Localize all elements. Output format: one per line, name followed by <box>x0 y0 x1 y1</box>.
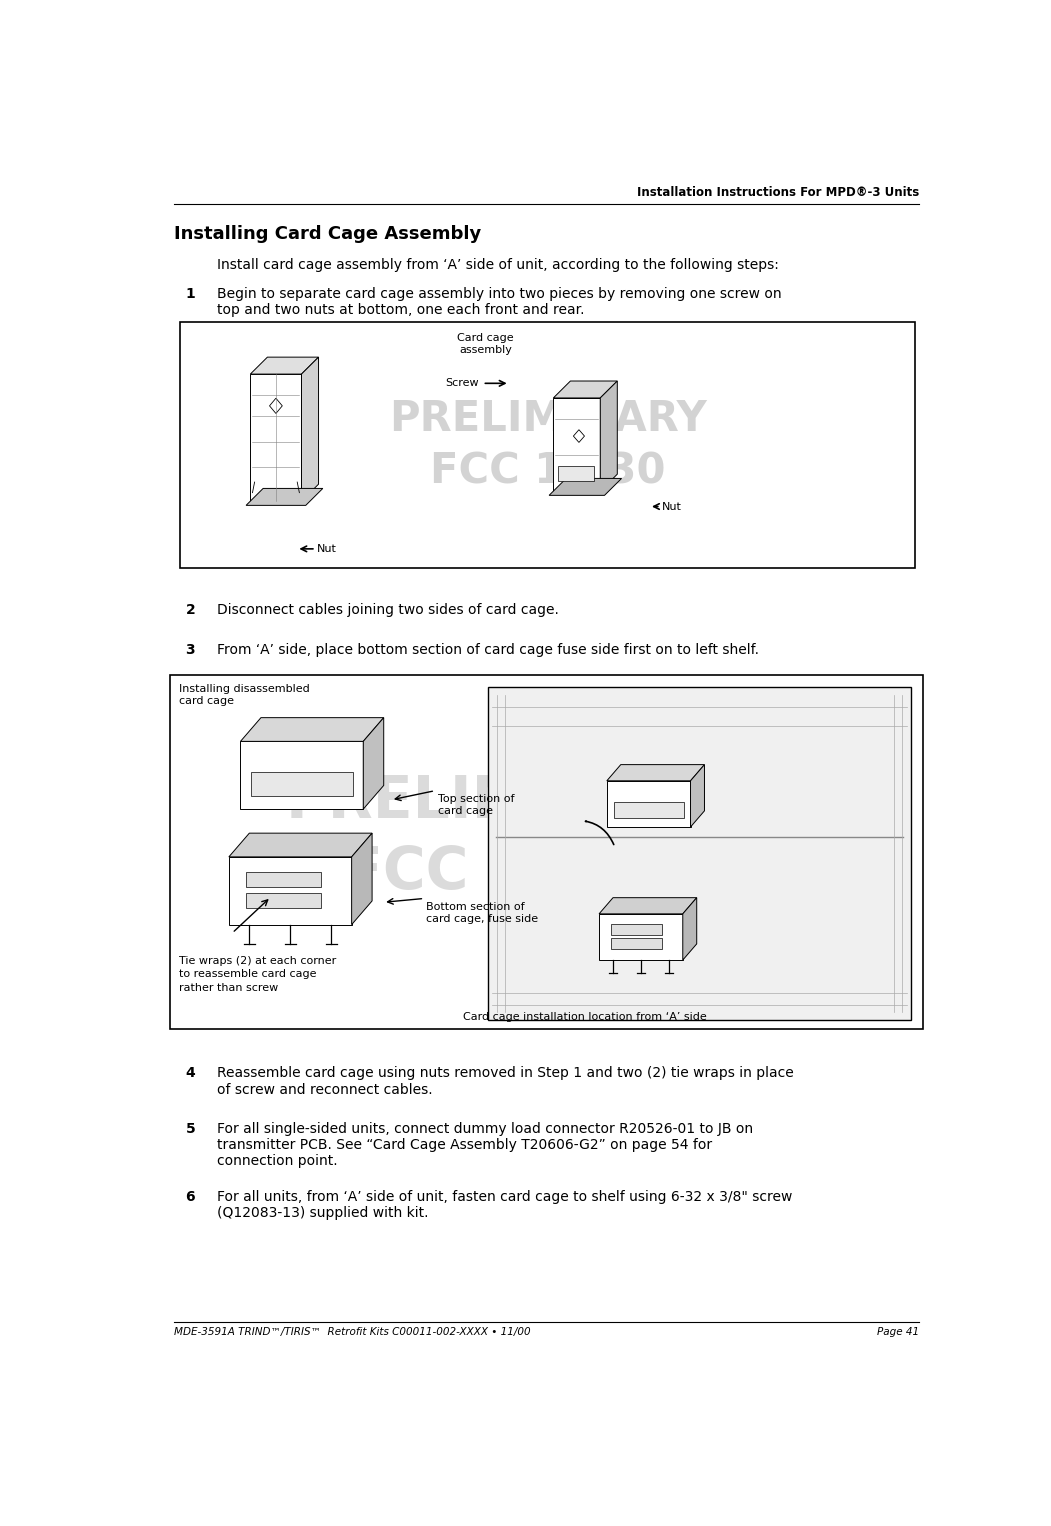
Polygon shape <box>241 742 364 809</box>
Text: PRELIMINARY
FCC 11/30: PRELIMINARY FCC 11/30 <box>286 774 729 900</box>
Polygon shape <box>549 479 621 496</box>
Polygon shape <box>229 833 372 858</box>
Text: 4: 4 <box>186 1067 195 1080</box>
Text: For all single-sided units, connect dummy load connector R20526-01 to JB on
tran: For all single-sided units, connect dumm… <box>217 1122 753 1167</box>
Text: Tie wraps (2) at each corner
to reassemble card cage
rather than screw: Tie wraps (2) at each corner to reassemb… <box>180 957 336 992</box>
Polygon shape <box>599 897 697 914</box>
Bar <box>170 674 923 1030</box>
Text: Installing disassembled
card cage: Installing disassembled card cage <box>180 684 310 707</box>
Text: Card cage
assembly: Card cage assembly <box>457 333 514 356</box>
Text: Screw: Screw <box>445 378 478 388</box>
Polygon shape <box>683 897 697 960</box>
Bar <box>611 938 662 949</box>
Bar <box>611 925 662 934</box>
Text: 3: 3 <box>186 642 195 656</box>
Text: Bottom section of
card cage, fuse side: Bottom section of card cage, fuse side <box>426 902 538 923</box>
Bar <box>246 873 321 887</box>
Bar <box>614 801 683 818</box>
FancyArrowPatch shape <box>585 821 614 844</box>
Text: Reassemble card cage using nuts removed in Step 1 and two (2) tie wraps in place: Reassemble card cage using nuts removed … <box>217 1067 794 1097</box>
Bar <box>251 772 353 795</box>
Text: Card cage installation location from ‘A’ side: Card cage installation location from ‘A’… <box>463 1012 707 1021</box>
Polygon shape <box>364 717 384 809</box>
Polygon shape <box>574 430 584 443</box>
Text: 6: 6 <box>186 1189 195 1204</box>
Bar <box>488 688 911 1019</box>
Polygon shape <box>599 914 683 960</box>
Text: For all units, from ‘A’ side of unit, fasten card cage to shelf using 6-32 x 3/8: For all units, from ‘A’ side of unit, fa… <box>217 1189 792 1219</box>
Text: From ‘A’ side, place bottom section of card cage fuse side first on to left shel: From ‘A’ side, place bottom section of c… <box>217 642 759 656</box>
Polygon shape <box>691 765 704 827</box>
Polygon shape <box>241 717 384 742</box>
Text: Top section of
card cage: Top section of card cage <box>437 795 514 816</box>
Bar <box>558 465 594 481</box>
Text: Page 41: Page 41 <box>877 1326 919 1337</box>
Text: Installation Instructions For MPD®-3 Units: Installation Instructions For MPD®-3 Uni… <box>637 186 919 200</box>
Polygon shape <box>554 382 617 398</box>
Text: Nut: Nut <box>317 543 337 554</box>
Polygon shape <box>606 765 704 781</box>
Polygon shape <box>606 781 691 827</box>
Text: PRELIMINARY
FCC 11/30: PRELIMINARY FCC 11/30 <box>389 398 706 491</box>
Polygon shape <box>554 398 600 491</box>
Text: 5: 5 <box>186 1122 195 1135</box>
Bar <box>180 322 915 568</box>
Text: 1: 1 <box>186 287 195 301</box>
Text: Nut: Nut <box>662 502 682 511</box>
Bar <box>246 893 321 908</box>
Text: Begin to separate card cage assembly into two pieces by removing one screw on
to: Begin to separate card cage assembly int… <box>217 287 781 317</box>
Polygon shape <box>269 398 283 414</box>
Polygon shape <box>352 833 372 925</box>
Polygon shape <box>250 374 302 501</box>
Polygon shape <box>600 382 617 491</box>
Text: Installing Card Cage Assembly: Installing Card Cage Assembly <box>174 226 481 244</box>
Text: 2: 2 <box>186 603 195 617</box>
Polygon shape <box>250 357 318 374</box>
Text: Disconnect cables joining two sides of card cage.: Disconnect cables joining two sides of c… <box>217 603 558 617</box>
Polygon shape <box>302 357 318 501</box>
Polygon shape <box>246 488 323 505</box>
Text: MDE-3591A TRIND™/TIRIS™  Retrofit Kits C00011-002-XXXX • 11/00: MDE-3591A TRIND™/TIRIS™ Retrofit Kits C0… <box>174 1326 531 1337</box>
Text: Install card cage assembly from ‘A’ side of unit, according to the following ste: Install card cage assembly from ‘A’ side… <box>217 258 779 272</box>
Polygon shape <box>229 858 352 925</box>
